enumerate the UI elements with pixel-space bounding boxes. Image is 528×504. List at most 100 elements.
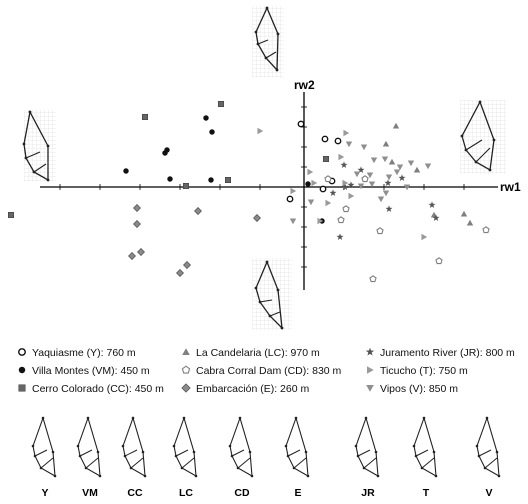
point-v-13 [368, 181, 376, 188]
point-jr-2 [341, 183, 349, 190]
point-vm-8 [305, 181, 311, 187]
legend-label-jr: Juramento River (JR): 800 m [380, 347, 515, 359]
legend-marker-t [366, 366, 374, 374]
shape-code-cc: CC [127, 487, 143, 499]
point-jr-8 [432, 214, 440, 221]
point-t-1 [257, 127, 264, 135]
point-t-3 [307, 168, 314, 176]
point-v-2 [370, 157, 378, 164]
legend-marker-vm [18, 366, 26, 374]
shape-code-e: E [294, 487, 301, 499]
deformation-grid-top [252, 6, 284, 78]
point-lc-3 [388, 158, 396, 165]
point-vm-4 [203, 115, 209, 121]
point-jr-10 [336, 233, 344, 240]
consensus-shape-t [412, 416, 438, 478]
consensus-shape-y [31, 416, 57, 478]
point-e-1 [133, 204, 141, 212]
legend-label-lc: La Candelaria (LC): 970 m [196, 347, 320, 359]
point-y-3 [321, 135, 329, 143]
point-lc-5 [460, 210, 468, 217]
point-v-5 [396, 164, 404, 171]
point-v-10 [403, 184, 411, 191]
legend: Yaquiasme (Y): 760 m Villa Montes (VM): 4… [18, 347, 515, 395]
point-t-11 [325, 199, 332, 207]
legend-marker-v [366, 384, 374, 392]
point-e-8 [183, 261, 191, 269]
consensus-shape-cd [228, 416, 254, 478]
consensus-shape-cc [121, 416, 147, 478]
point-lc-1 [392, 122, 400, 129]
point-t-7 [348, 192, 355, 200]
point-vm-6 [167, 176, 173, 182]
shape-code-cd: CD [234, 487, 250, 499]
point-cd-5 [369, 275, 377, 283]
legend-label-t: Ticucho (T): 750 m [380, 365, 468, 377]
point-t-8 [421, 233, 428, 241]
point-y-2 [334, 137, 342, 145]
point-cd-4 [376, 227, 384, 235]
consensus-shape-e [284, 416, 310, 478]
point-e-4 [253, 214, 261, 222]
point-v-8 [393, 169, 401, 176]
data-points [8, 101, 490, 283]
shape-code-y: Y [41, 487, 48, 499]
consensus-shape-vm [76, 416, 102, 478]
legend-marker-y [18, 348, 26, 356]
point-jr-1 [340, 161, 348, 168]
x-axis-label: rw1 [500, 180, 521, 194]
point-cc-5 [225, 177, 231, 183]
point-v-1 [360, 144, 368, 151]
shape-code-lc: LC [179, 487, 193, 499]
point-cd-3 [337, 216, 345, 224]
point-y-6 [319, 185, 327, 193]
shape-code-jr: JR [361, 487, 375, 499]
point-lc-6 [466, 219, 474, 226]
point-jr-3 [357, 166, 365, 173]
point-cc-4 [218, 101, 224, 107]
point-cd-2 [342, 205, 350, 213]
point-e-6 [137, 248, 145, 256]
point-t-9 [317, 217, 324, 225]
legend-marker-cc [18, 384, 26, 392]
point-lc-2 [382, 140, 390, 147]
legend-marker-jr [365, 347, 375, 356]
point-v-6 [407, 160, 415, 167]
point-vm-5 [209, 129, 215, 135]
deformation-grid-left [22, 110, 56, 182]
point-e-7 [176, 269, 184, 277]
consensus-shape-jr [354, 416, 380, 478]
legend-label-e: Embarcación (E): 260 m [196, 383, 309, 395]
legend-label-cd: Cabra Corral Dam (CD): 830 m [196, 365, 342, 377]
point-vm-3 [164, 147, 170, 153]
point-v-17 [289, 218, 297, 225]
point-e-2 [133, 220, 141, 228]
point-cd-7 [482, 226, 490, 234]
y-axis-label: rw2 [294, 78, 315, 92]
point-cd-1 [361, 175, 369, 183]
point-t-2 [343, 129, 350, 137]
point-cd-6 [435, 257, 443, 265]
legend-marker-lc [182, 348, 190, 356]
point-v-18 [307, 199, 315, 206]
point-v-7 [424, 163, 432, 170]
legend-label-v: Vipos (V): 850 m [380, 383, 458, 395]
point-v-9 [385, 174, 393, 181]
deformation-grid-right [460, 100, 506, 174]
point-t-5 [338, 153, 345, 161]
point-cc-2 [142, 114, 148, 120]
point-v-14 [357, 183, 365, 190]
deformation-grid-bottom [252, 258, 292, 330]
point-vm-1 [123, 168, 129, 174]
point-jr-4 [347, 181, 355, 188]
shape-code-v: V [485, 487, 492, 499]
point-jr-11 [329, 189, 337, 196]
point-cd-8 [324, 175, 332, 183]
point-v-4 [366, 172, 374, 179]
legend-marker-e [181, 383, 191, 393]
point-jr-7 [428, 201, 436, 208]
legend-marker-cd [181, 365, 191, 374]
point-v-16 [345, 141, 353, 148]
point-y-1 [297, 120, 305, 128]
point-jr-5 [384, 179, 392, 186]
